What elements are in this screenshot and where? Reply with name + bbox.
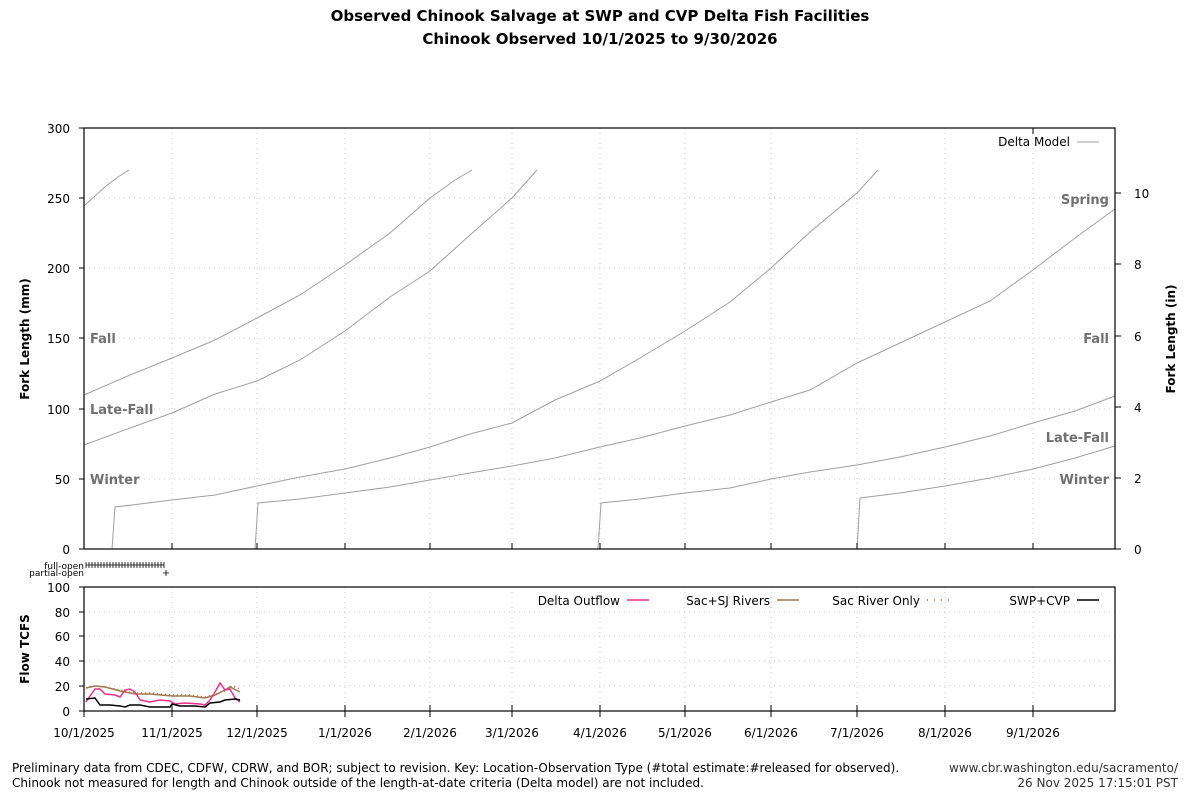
ytick-label: 300 [47, 122, 70, 136]
curve-winter [111, 169, 879, 550]
delta-model-curves [83, 169, 1116, 550]
xtick-label: 2/1/2026 [403, 726, 457, 740]
top-plot-grid [84, 128, 1115, 549]
gate-partial-open-marks [163, 570, 169, 576]
legend-swp-cvp: SWP+CVP [1009, 594, 1070, 608]
legend-sac-sj: Sac+SJ Rivers [686, 594, 770, 608]
flow-ytick-label: 100 [47, 581, 70, 595]
bottom-plot-grid [84, 587, 1115, 711]
ytick-label: 50 [55, 473, 70, 487]
legend-delta-model: Delta Model [998, 135, 1070, 149]
top-ylabel-left: Fork Length (mm) [18, 278, 32, 399]
ytick-right-label: 4 [1134, 401, 1142, 415]
bottom-xticks [83, 705, 1034, 717]
footer-source: www.cbr.washington.edu/sacramento/ 26 No… [949, 761, 1178, 791]
flow-ytick-label: 0 [62, 705, 70, 719]
xtick-label: 3/1/2026 [485, 726, 539, 740]
xtick-label: 12/1/2025 [226, 726, 288, 740]
xtick-label: 8/1/2026 [918, 726, 972, 740]
ytick-label: 100 [47, 403, 70, 417]
legend-sac-only: Sac River Only [832, 594, 920, 608]
chart-subtitle: Chinook Observed 10/1/2025 to 9/30/2026 [422, 30, 778, 48]
run-label-spring-right: Spring [1061, 193, 1109, 208]
chart-title: Observed Chinook Salvage at SWP and CVP … [330, 7, 870, 25]
top-left-yticks [79, 127, 84, 550]
ytick-right-label: 0 [1134, 543, 1142, 557]
run-label-winter-right: Winter [1060, 473, 1110, 488]
curve-spring [254, 208, 1116, 550]
xtick-label: 9/1/2026 [1006, 726, 1060, 740]
series-delta-outflow [85, 681, 241, 706]
ytick-right-label: 2 [1134, 472, 1142, 486]
xtick-label: 1/1/2026 [318, 726, 372, 740]
curve-latefall-lower [856, 445, 1116, 550]
xtick-label: 7/1/2026 [830, 726, 884, 740]
ytick-label: 200 [47, 262, 70, 276]
ytick-label: 0 [62, 543, 70, 557]
flow-ytick-label: 60 [55, 630, 70, 644]
series-sac-only [85, 685, 241, 698]
gate-partial-open-label: partial-open [29, 569, 84, 579]
flow-ytick-label: 20 [55, 680, 70, 694]
ytick-label: 150 [47, 332, 70, 346]
ytick-right-label: 10 [1134, 187, 1149, 201]
run-label-fall-right: Fall [1083, 332, 1109, 347]
footer-note-2: Chinook not measured for length and Chin… [12, 776, 704, 790]
run-label-winter-left: Winter [90, 473, 140, 488]
top-xticks [171, 128, 1034, 549]
flow-ytick-label: 80 [55, 606, 70, 620]
xtick-label: 5/1/2026 [658, 726, 712, 740]
xtick-label: 11/1/2025 [141, 726, 203, 740]
curve-spring-upper [83, 169, 130, 207]
curve-fall-lower [597, 395, 1116, 550]
run-label-fall-left: Fall [90, 332, 116, 347]
ytick-right-label: 6 [1134, 330, 1142, 344]
flow-ylabel: Flow TCFS [18, 614, 32, 684]
bottom-yticks [79, 586, 84, 712]
footer-notes: Preliminary data from CDEC, CDFW, CDRW, … [12, 761, 899, 791]
ytick-right-label: 8 [1134, 258, 1142, 272]
top-right-yticks [1115, 192, 1121, 550]
flow-ytick-label: 40 [55, 655, 70, 669]
xtick-label: 4/1/2026 [573, 726, 627, 740]
footer-note-1: Preliminary data from CDEC, CDFW, CDRW, … [12, 761, 900, 775]
curve-fall-upper [83, 169, 473, 396]
legend-delta-outflow: Delta Outflow [538, 594, 620, 608]
source-url[interactable]: www.cbr.washington.edu/sacramento/ [949, 761, 1178, 775]
top-ylabel-right: Fork Length (in) [1164, 284, 1178, 393]
xtick-label: 10/1/2025 [53, 726, 115, 740]
run-label-latefall-right: Late-Fall [1046, 431, 1109, 446]
series-swp-cvp [85, 697, 241, 708]
run-label-latefall-left: Late-Fall [90, 403, 153, 418]
ytick-label: 250 [47, 192, 70, 206]
xtick-label: 6/1/2026 [744, 726, 798, 740]
flow-series [85, 681, 241, 708]
gate-full-open-marks [85, 562, 165, 568]
generated-timestamp: 26 Nov 2025 17:15:01 PST [1017, 776, 1178, 790]
gate-full-open-label: full-open [44, 562, 84, 572]
curve-latefall-upper [83, 169, 538, 446]
